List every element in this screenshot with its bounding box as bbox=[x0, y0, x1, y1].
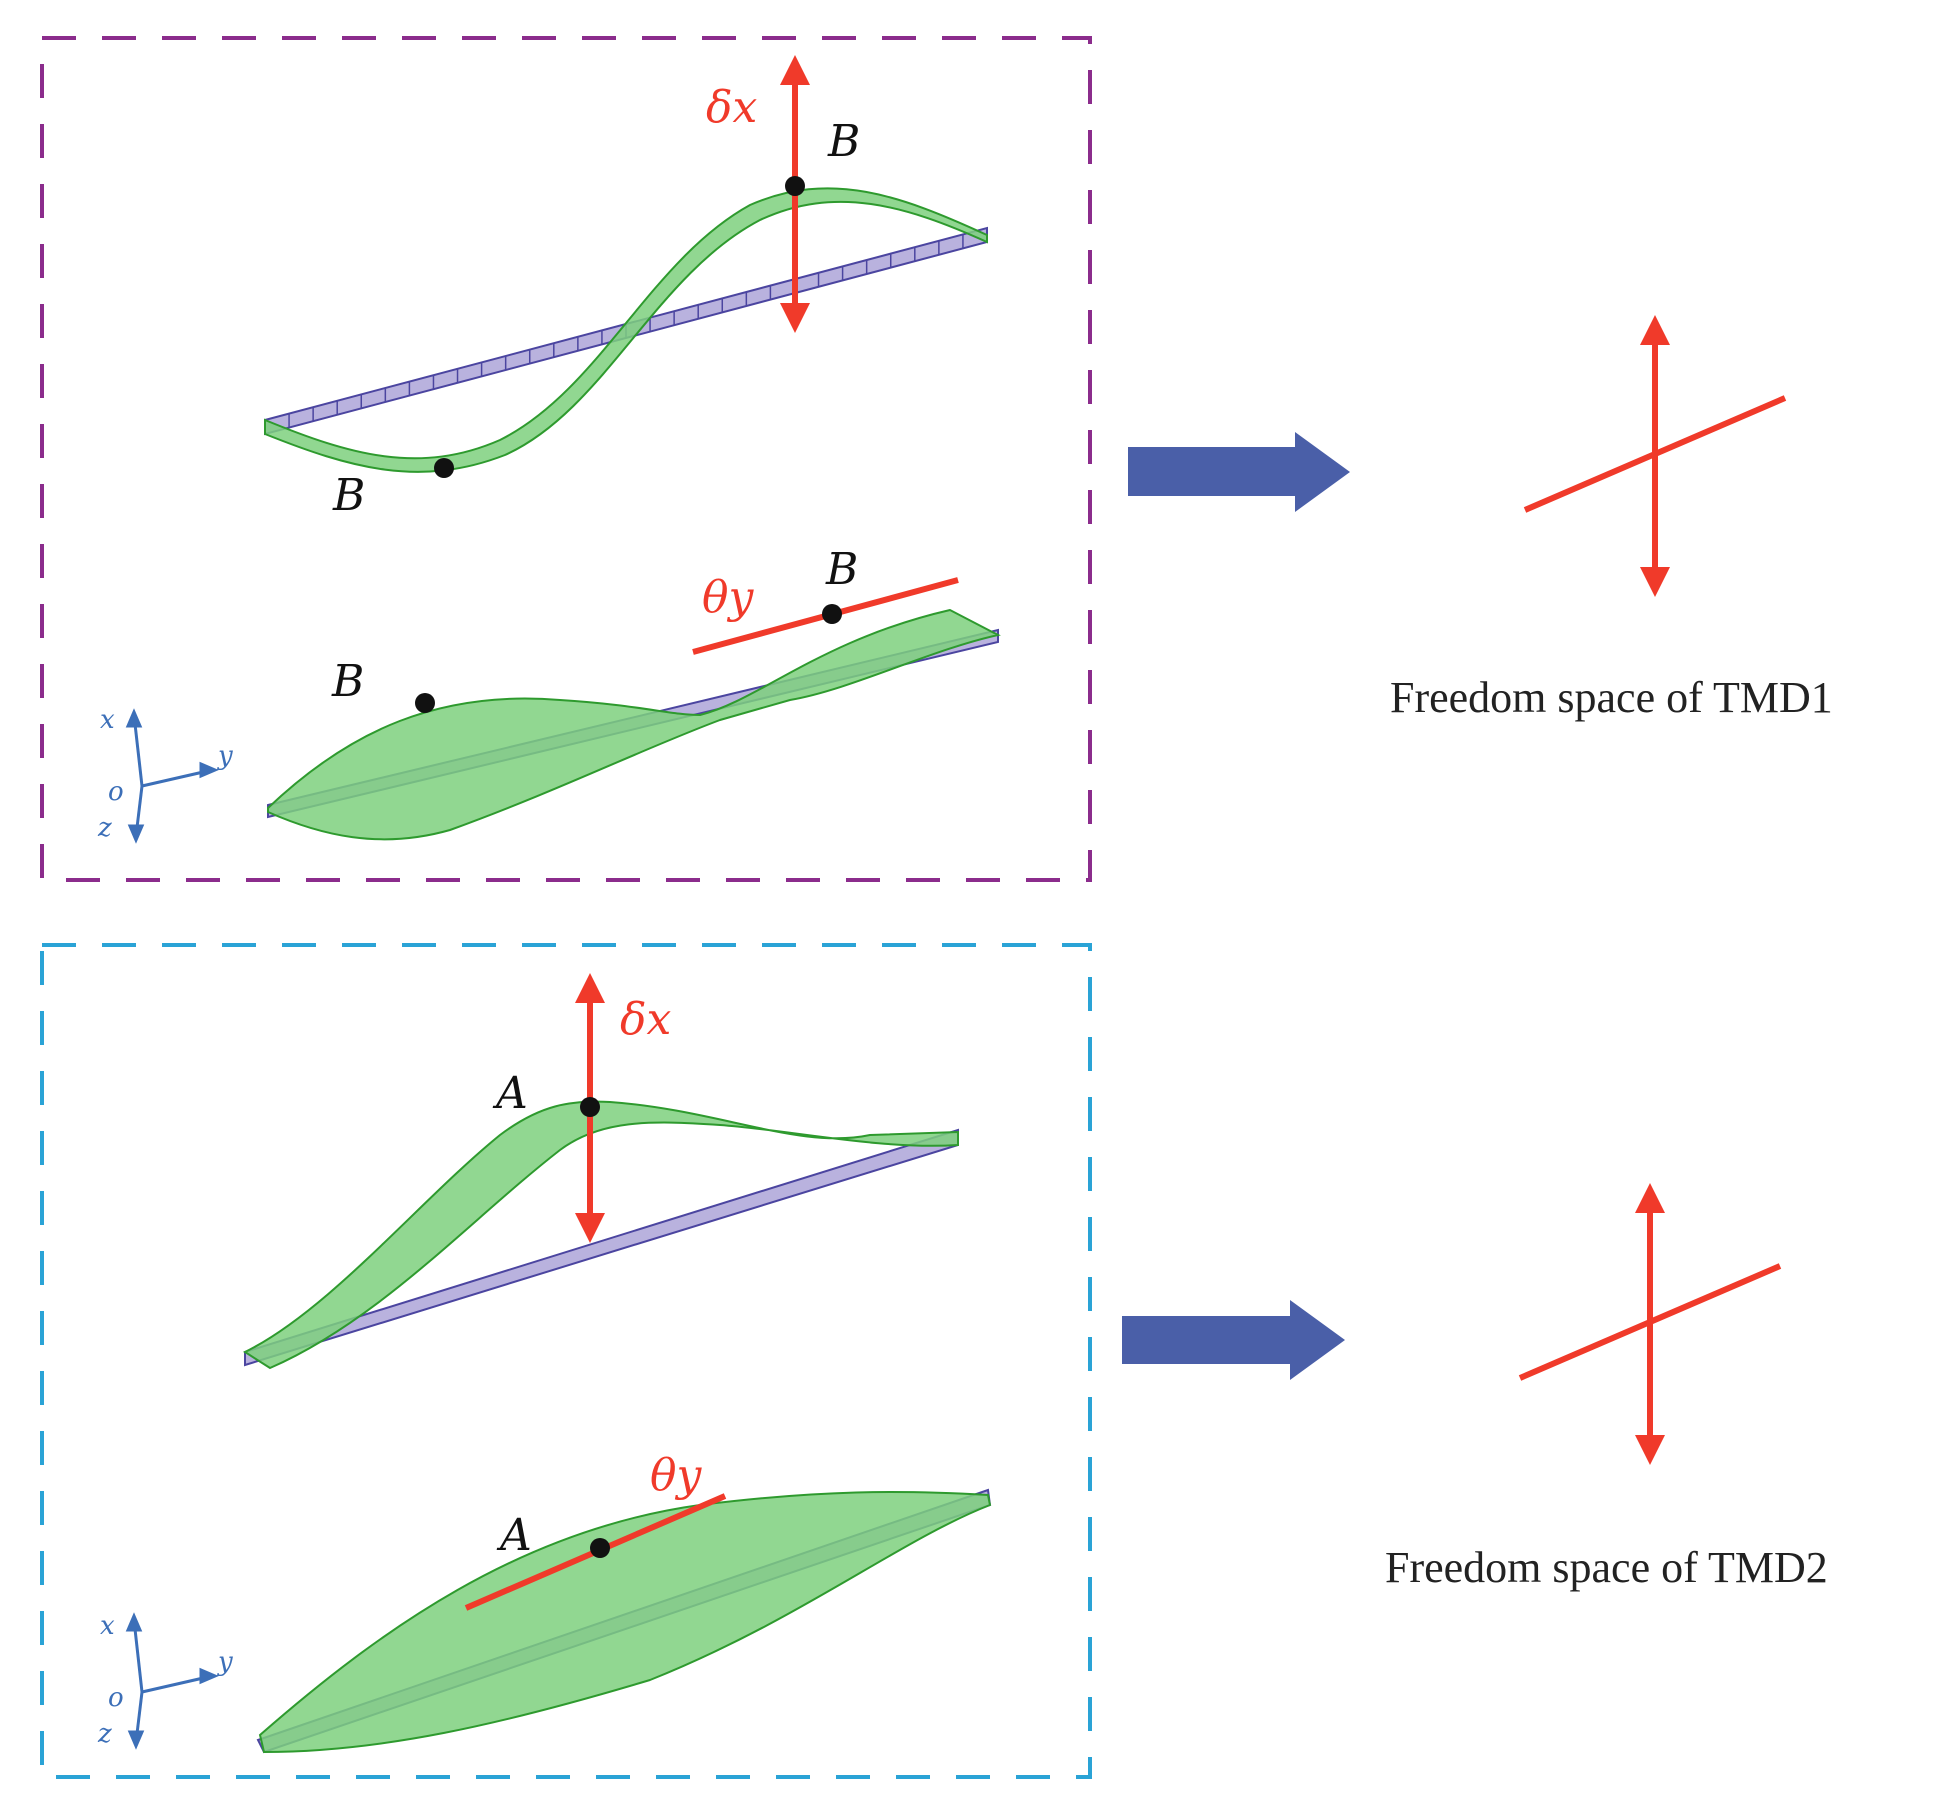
top-mode2-deformed-shape bbox=[267, 608, 1001, 841]
bottom-mode1-deformed-shape bbox=[242, 1100, 959, 1370]
block-arrow-right-icon bbox=[1128, 432, 1350, 512]
top-mode1-point-label-upper: B bbox=[827, 116, 860, 167]
top-mode1-deformed-shape bbox=[264, 187, 988, 473]
bottom-mode1-beam bbox=[244, 1128, 959, 1367]
point-marker-icon bbox=[415, 693, 435, 713]
bottom-panel-frame bbox=[40, 943, 1092, 1779]
tmd1-caption: Freedom space of TMD1 bbox=[1390, 673, 1833, 722]
point-marker-icon bbox=[434, 458, 454, 478]
bottom-axis-o-label: o bbox=[108, 1683, 124, 1713]
top-axis-y-label: y bbox=[217, 741, 233, 771]
bottom-mode2-theta-label: θy bbox=[650, 1450, 702, 1501]
top-mode2-point-label-left: B bbox=[331, 656, 364, 707]
bottom-axes-triad bbox=[125, 1612, 219, 1750]
point-marker-icon bbox=[785, 176, 805, 196]
top-axes-triad bbox=[125, 708, 219, 844]
block-arrow-right-icon bbox=[1122, 1300, 1345, 1380]
point-marker-icon bbox=[580, 1097, 600, 1117]
bottom-mode1-point-label: A bbox=[492, 1068, 528, 1119]
point-marker-icon bbox=[590, 1538, 610, 1558]
top-axis-x-label: x bbox=[100, 705, 115, 735]
bottom-mode2-deformed-shape bbox=[258, 1491, 992, 1754]
top-axis-o-label: o bbox=[108, 777, 124, 807]
bottom-axis-y-label: y bbox=[217, 1647, 233, 1677]
top-panel-frame bbox=[40, 36, 1092, 882]
bottom-mode1-dx-label: δx bbox=[620, 994, 671, 1045]
top-axis-z-label: z bbox=[97, 813, 112, 843]
bottom-mode2-point-label: A bbox=[496, 1510, 532, 1561]
tmd2-caption: Freedom space of TMD2 bbox=[1385, 1543, 1828, 1592]
top-mode2-theta-label: θy bbox=[702, 572, 754, 623]
tmd2-freedom-space bbox=[1518, 1183, 1782, 1465]
top-mode1-dx-label: δx bbox=[706, 82, 757, 133]
tmd1-freedom-space bbox=[1523, 315, 1787, 597]
top-mode1-point-label-lower: B bbox=[332, 470, 365, 521]
bottom-axis-z-label: z bbox=[97, 1719, 112, 1749]
bottom-axis-x-label: x bbox=[100, 1611, 115, 1641]
top-mode2-point-label-right: B bbox=[825, 544, 858, 595]
point-marker-icon bbox=[822, 604, 842, 624]
